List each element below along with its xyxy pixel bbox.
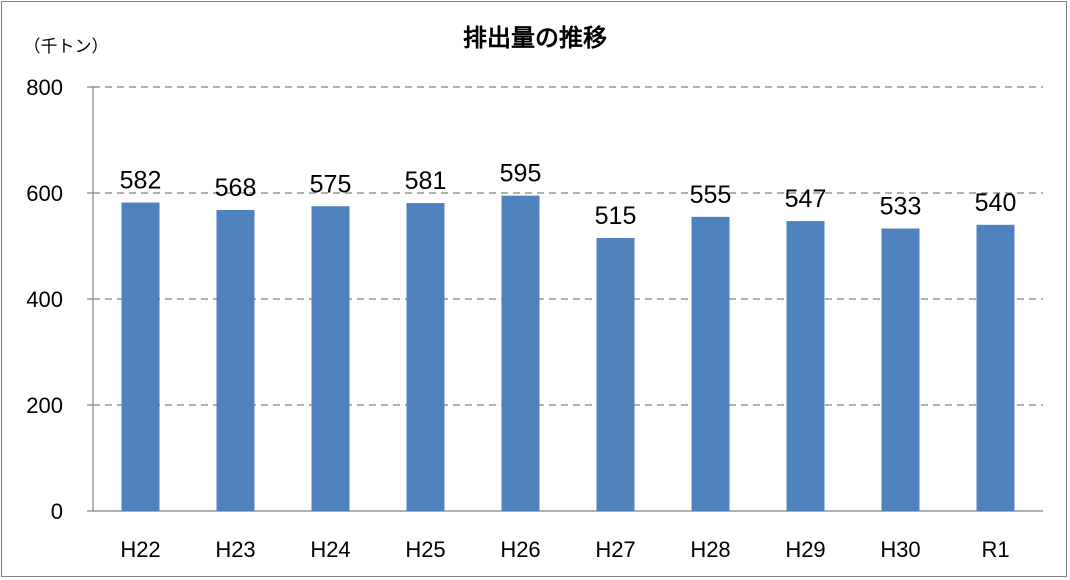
bar [406, 203, 445, 511]
data-label: 540 [975, 189, 1017, 217]
y-axis-unit-label: （千トン） [24, 37, 109, 57]
x-tick-label: H25 [405, 537, 445, 562]
x-tick-label: H26 [500, 537, 540, 562]
data-label: 582 [120, 167, 162, 195]
x-tick-label: H30 [880, 537, 920, 562]
bar [501, 195, 540, 511]
y-tick-label: 200 [26, 393, 63, 418]
bars [121, 195, 1015, 512]
bar [976, 224, 1015, 512]
y-tick-label: 600 [26, 181, 63, 206]
bar [311, 206, 350, 511]
data-label: 575 [310, 170, 352, 198]
data-label: 568 [215, 174, 257, 202]
x-tick-labels: H22 H23 H24 H25 H26 H27 H28 H29 H30 R1 [120, 537, 1009, 562]
data-label: 581 [405, 167, 447, 195]
y-tick-label: 400 [26, 287, 63, 312]
data-labels: 582 568 575 581 595 515 555 547 533 540 [120, 160, 1017, 230]
bar [121, 202, 160, 512]
bar [786, 221, 825, 511]
y-tick-label: 0 [51, 499, 63, 524]
data-label: 547 [785, 185, 827, 213]
x-tick-label: H28 [690, 537, 730, 562]
bar [216, 209, 255, 511]
bar [691, 216, 730, 511]
data-label: 533 [880, 193, 922, 221]
x-tick-label: H29 [785, 537, 825, 562]
x-tick-label: H27 [595, 537, 635, 562]
data-label: 595 [500, 160, 542, 188]
bar [881, 228, 920, 511]
data-label: 515 [595, 202, 637, 230]
bar [596, 238, 635, 512]
x-tick-label: H24 [310, 537, 350, 562]
y-tick-label: 800 [26, 75, 63, 100]
x-tick-label: H23 [215, 537, 255, 562]
y-tick-labels: 0 200 400 600 800 [26, 75, 63, 524]
x-tick-label: R1 [981, 537, 1009, 562]
data-label: 555 [690, 181, 732, 209]
chart-title: 排出量の推移 [463, 24, 607, 52]
x-tick-label: H22 [120, 537, 160, 562]
